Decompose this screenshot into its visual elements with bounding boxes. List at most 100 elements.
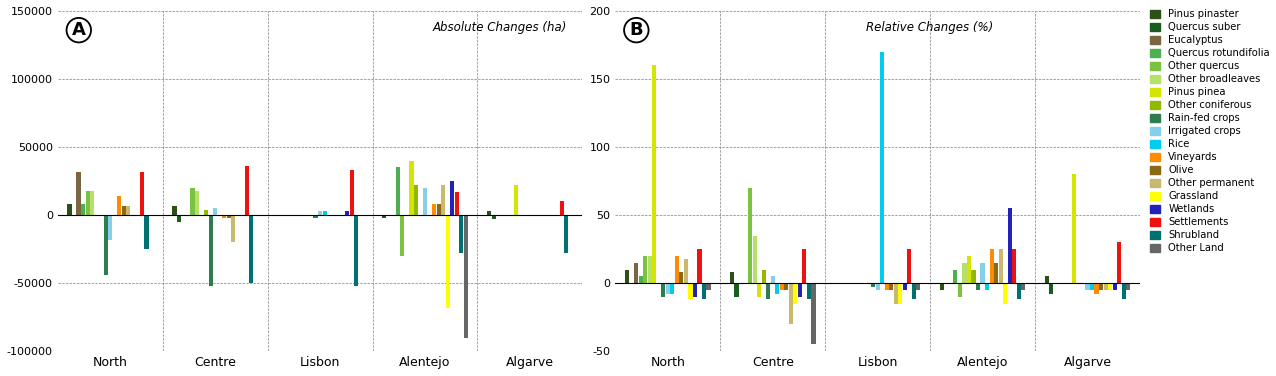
Bar: [1049, 283, 1053, 294]
Bar: [780, 283, 783, 290]
Bar: [514, 185, 518, 215]
Bar: [666, 283, 670, 294]
Bar: [68, 204, 71, 215]
Bar: [396, 167, 399, 215]
Text: Relative Changes (%): Relative Changes (%): [866, 21, 993, 34]
Text: Absolute Changes (ha): Absolute Changes (ha): [433, 21, 567, 34]
Bar: [144, 215, 148, 249]
Bar: [323, 211, 327, 215]
Bar: [880, 52, 884, 283]
Bar: [249, 215, 254, 283]
Bar: [625, 270, 629, 283]
Bar: [91, 191, 94, 215]
Bar: [487, 211, 491, 215]
Bar: [126, 206, 130, 215]
Bar: [1086, 283, 1090, 290]
Bar: [1104, 283, 1108, 290]
Bar: [702, 283, 706, 299]
Bar: [872, 283, 875, 287]
Bar: [661, 283, 665, 297]
Bar: [108, 215, 112, 240]
Text: B: B: [629, 21, 643, 39]
Bar: [450, 181, 454, 215]
Bar: [564, 215, 568, 253]
Bar: [1122, 283, 1125, 299]
Bar: [962, 263, 966, 283]
Bar: [491, 215, 496, 219]
Bar: [80, 204, 85, 215]
Bar: [410, 161, 413, 215]
Bar: [643, 256, 647, 283]
Bar: [1017, 283, 1021, 299]
Bar: [762, 270, 766, 283]
Bar: [454, 192, 459, 215]
Bar: [771, 276, 775, 283]
Bar: [999, 249, 1003, 283]
Bar: [177, 215, 181, 222]
Bar: [812, 283, 815, 344]
Bar: [172, 206, 176, 215]
Bar: [1095, 283, 1099, 294]
Bar: [441, 185, 445, 215]
Bar: [445, 215, 449, 308]
Bar: [77, 171, 80, 215]
Bar: [85, 191, 89, 215]
Bar: [798, 283, 803, 297]
Bar: [1072, 174, 1076, 283]
Bar: [401, 215, 404, 256]
Bar: [459, 215, 463, 253]
Bar: [670, 283, 675, 294]
Bar: [1113, 283, 1116, 290]
Bar: [980, 263, 985, 283]
Bar: [1045, 276, 1049, 283]
Bar: [675, 256, 679, 283]
Bar: [1116, 242, 1122, 283]
Bar: [679, 272, 684, 283]
Bar: [94, 215, 98, 217]
Bar: [735, 283, 739, 297]
Bar: [916, 283, 920, 290]
Bar: [994, 263, 998, 283]
Bar: [1012, 249, 1017, 283]
Bar: [413, 185, 419, 215]
Bar: [355, 215, 359, 286]
Bar: [227, 215, 231, 218]
Text: A: A: [71, 21, 85, 39]
Bar: [433, 204, 436, 215]
Bar: [958, 283, 962, 297]
Bar: [103, 215, 107, 275]
Bar: [204, 210, 208, 215]
Bar: [117, 196, 121, 215]
Bar: [953, 270, 957, 283]
Bar: [383, 215, 387, 218]
Bar: [698, 249, 702, 283]
Bar: [350, 170, 353, 215]
Bar: [231, 215, 235, 242]
Bar: [989, 249, 994, 283]
Bar: [688, 283, 693, 299]
Bar: [985, 283, 989, 290]
Bar: [889, 283, 893, 290]
Bar: [436, 204, 440, 215]
Bar: [121, 206, 126, 215]
Bar: [730, 272, 734, 283]
Bar: [422, 188, 427, 215]
Bar: [1099, 283, 1104, 290]
Bar: [753, 235, 757, 283]
Bar: [1021, 283, 1026, 290]
Bar: [245, 166, 249, 215]
Bar: [560, 202, 564, 215]
Bar: [208, 215, 213, 286]
Bar: [775, 283, 780, 294]
Bar: [757, 283, 762, 297]
Bar: [346, 211, 350, 215]
Bar: [314, 215, 318, 218]
Bar: [748, 188, 752, 283]
Bar: [803, 249, 806, 283]
Bar: [634, 263, 638, 283]
Bar: [638, 276, 643, 283]
Bar: [318, 211, 322, 215]
Bar: [766, 283, 771, 299]
Bar: [884, 283, 889, 290]
Bar: [195, 191, 199, 215]
